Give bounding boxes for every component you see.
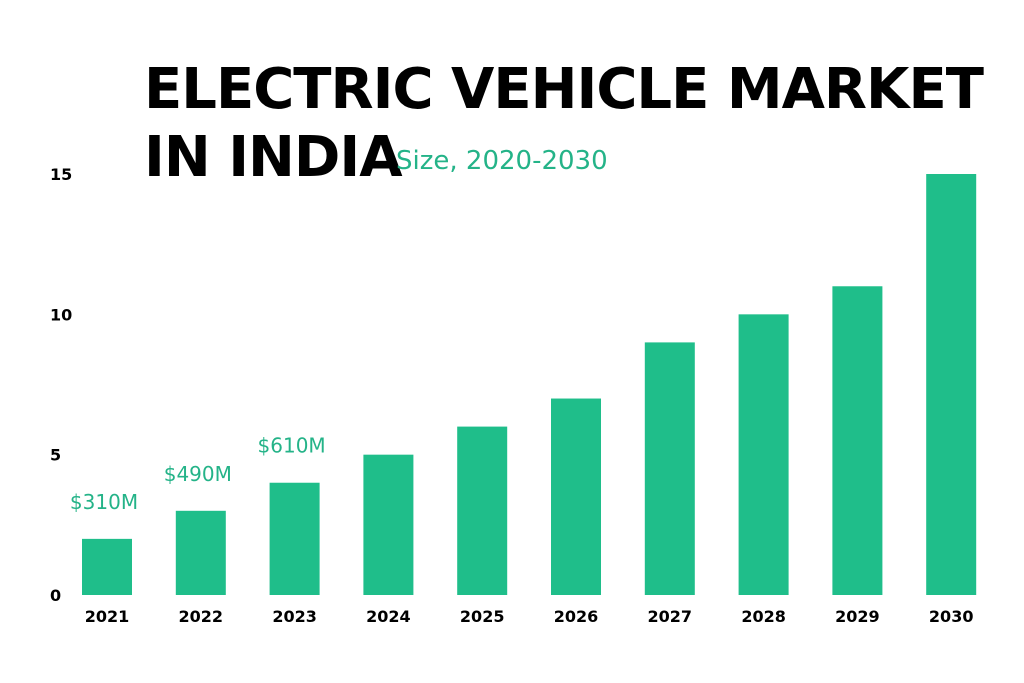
chart-title-line-1: ELECTRIC VEHICLE MARKET bbox=[144, 57, 984, 122]
y-tick-label: 0 bbox=[50, 586, 61, 605]
x-tick-label: 2026 bbox=[554, 607, 599, 626]
bar-2030 bbox=[926, 174, 977, 595]
chart-subtitle: Size, 2020-2030 bbox=[396, 146, 608, 176]
x-tick-label: 2024 bbox=[366, 607, 411, 626]
x-tick-label: 2029 bbox=[835, 607, 880, 626]
y-tick-label: 10 bbox=[50, 305, 72, 324]
x-tick-label: 2027 bbox=[648, 607, 693, 626]
data-label-2021: $310M bbox=[70, 490, 138, 514]
x-tick-label: 2022 bbox=[179, 607, 224, 626]
x-tick-label: 2025 bbox=[460, 607, 505, 626]
bar-2025 bbox=[457, 426, 508, 595]
x-tick-label: 2023 bbox=[272, 607, 317, 626]
y-tick-label: 15 bbox=[50, 165, 72, 184]
bar-2026 bbox=[551, 398, 601, 595]
bar-2028 bbox=[738, 314, 789, 595]
bar-2021 bbox=[82, 538, 132, 595]
bar-2027 bbox=[644, 342, 695, 595]
x-tick-label: 2021 bbox=[85, 607, 130, 626]
data-label-2022: $490M bbox=[164, 462, 232, 486]
bar-2024 bbox=[363, 454, 414, 595]
data-label-2023: $610M bbox=[258, 434, 326, 458]
bar-2022 bbox=[175, 510, 226, 595]
x-tick-label: 2030 bbox=[929, 607, 974, 626]
x-tick-label: 2028 bbox=[741, 607, 786, 626]
bar-2029 bbox=[832, 286, 883, 595]
bar-2023 bbox=[269, 482, 320, 595]
y-tick-label: 5 bbox=[50, 446, 61, 465]
chart-title-line-2: IN INDIA bbox=[144, 125, 403, 190]
